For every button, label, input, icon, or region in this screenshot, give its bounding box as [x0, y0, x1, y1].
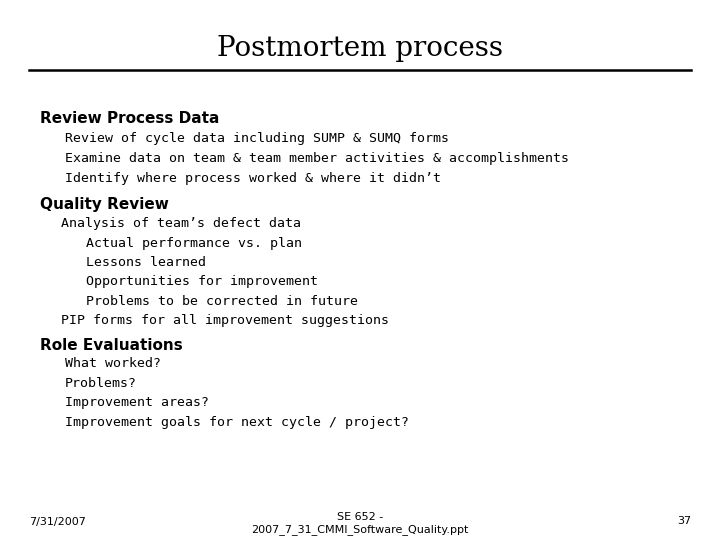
Text: Opportunities for improvement: Opportunities for improvement — [86, 275, 318, 288]
Text: Lessons learned: Lessons learned — [86, 256, 207, 269]
Text: Postmortem process: Postmortem process — [217, 35, 503, 62]
Text: Role Evaluations: Role Evaluations — [40, 338, 182, 353]
Text: Review Process Data: Review Process Data — [40, 111, 219, 126]
Text: Problems to be corrected in future: Problems to be corrected in future — [86, 295, 359, 308]
Text: Identify where process worked & where it didn’t: Identify where process worked & where it… — [65, 172, 441, 185]
Text: Actual performance vs. plan: Actual performance vs. plan — [86, 237, 302, 249]
Text: Improvement areas?: Improvement areas? — [65, 396, 209, 409]
Text: Review of cycle data including SUMP & SUMQ forms: Review of cycle data including SUMP & SU… — [65, 132, 449, 145]
Text: Improvement goals for next cycle / project?: Improvement goals for next cycle / proje… — [65, 416, 409, 429]
Text: 7/31/2007: 7/31/2007 — [29, 516, 86, 526]
Text: 2007_7_31_CMMI_Software_Quality.ppt: 2007_7_31_CMMI_Software_Quality.ppt — [251, 524, 469, 535]
Text: Problems?: Problems? — [65, 377, 137, 390]
Text: PIP forms for all improvement suggestions: PIP forms for all improvement suggestion… — [61, 314, 390, 327]
Text: 37: 37 — [677, 516, 691, 526]
Text: Examine data on team & team member activities & accomplishments: Examine data on team & team member activ… — [65, 152, 569, 165]
Text: Quality Review: Quality Review — [40, 197, 168, 212]
Text: What worked?: What worked? — [65, 357, 161, 370]
Text: Analysis of team’s defect data: Analysis of team’s defect data — [61, 217, 301, 230]
Text: SE 652 -: SE 652 - — [337, 512, 383, 522]
